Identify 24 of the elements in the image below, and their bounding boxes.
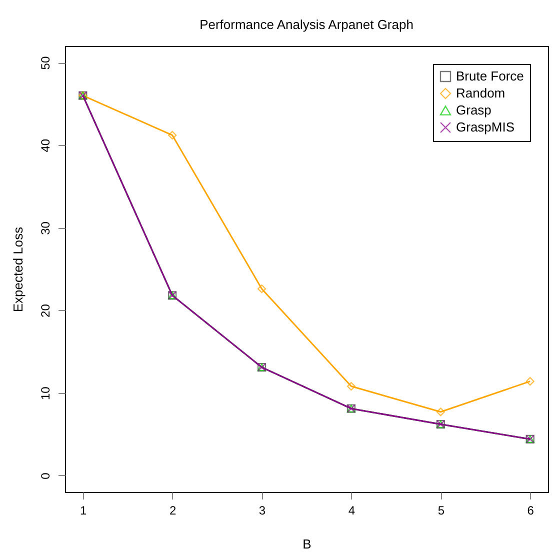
legend-label: Grasp (456, 102, 492, 118)
x-tick-label: 3 (258, 504, 266, 518)
x-tick-label: 5 (438, 504, 445, 518)
y-tick-label: 30 (38, 221, 52, 235)
y-tick-label: 10 (38, 386, 52, 400)
y-axis-title: Expected Loss (10, 226, 26, 312)
legend-label: Brute Force (456, 68, 524, 84)
legend-label: Random (456, 86, 506, 100)
point (168, 130, 177, 140)
point (346, 382, 356, 391)
point (526, 377, 534, 386)
y-tick-label: 40 (38, 138, 52, 152)
chart-title: Performance Analysis Arpanet Graph (200, 17, 414, 32)
point (257, 284, 266, 294)
x-tick-label: 6 (527, 504, 534, 518)
y-tick-label: 50 (38, 56, 52, 70)
legend-label: GraspMIS (456, 120, 515, 134)
y-tick-label: 0 (38, 472, 52, 480)
x-axis-title: B (302, 536, 312, 552)
x-tick-label: 1 (80, 504, 88, 518)
y-tick-label: 20 (38, 304, 52, 318)
x-tick-label: 2 (169, 504, 176, 518)
x-tick-label: 4 (348, 504, 356, 518)
point (436, 408, 445, 416)
